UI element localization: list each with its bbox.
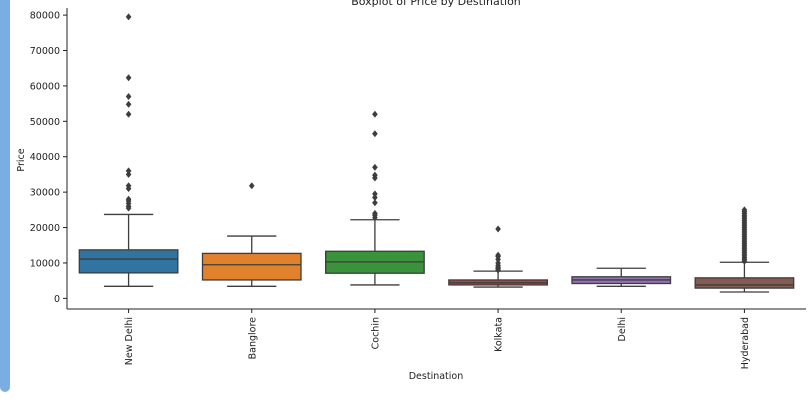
outlier-point [125,182,132,190]
box-kolkata [448,225,549,288]
y-tick-label: 80000 [30,11,60,22]
y-axis: 0 10000 20000 30000 40000 50000 60000 70000 8000… [30,8,68,309]
x-tick-label: Banglore [247,317,258,360]
outlier-point [125,100,132,108]
y-tick-label: 30000 [30,188,60,199]
iqr-box [78,249,179,274]
outlier-point [125,195,132,203]
outlier-point [125,110,132,118]
y-tick-label: 20000 [30,223,60,234]
x-tick-label: New Delhi [124,317,135,365]
x-tick-label: Delhi [617,317,628,341]
outlier-point [495,225,501,233]
box-new-delhi [78,13,179,287]
box-delhi [571,267,672,287]
box-hyderabad [694,206,795,293]
y-tick-label: 10000 [30,258,60,269]
outlier-point [372,199,378,207]
x-tick-label: Cochin [370,317,381,349]
window-edge-accent [0,0,10,392]
outlier-point [125,167,132,175]
y-axis-label: Price [16,148,27,171]
outlier-point [741,206,748,214]
y-tick-label: 50000 [30,117,60,128]
iqr-box [201,252,302,281]
y-tick-label: 0 [54,294,60,305]
iqr-box [694,277,795,289]
x-axis: New Delhi Banglore Cochin Kolkata Delhi Hyder… [67,308,806,369]
outlier-point [372,190,378,198]
outlier-point [372,130,378,138]
outlier-point [125,74,132,82]
box-banglore [201,182,302,287]
outlier-point [372,171,378,179]
y-tick-label: 40000 [30,152,60,163]
outlier-point [372,209,378,217]
chart-title: Boxplot of Price by Destination [351,0,521,8]
box-cochin [324,110,425,286]
outlier-point [495,251,501,259]
outlier-point [372,110,378,118]
y-tick-label: 60000 [30,81,60,92]
box-series [78,13,795,293]
outlier-point [125,92,132,101]
outlier-point [248,182,255,190]
x-tick-label: Kolkata [494,317,505,352]
y-tick-label: 70000 [30,46,60,57]
outlier-point [372,163,378,171]
x-tick-label: Hyderabad [740,317,751,369]
x-axis-label: Destination [409,371,464,382]
outlier-point [125,13,132,21]
